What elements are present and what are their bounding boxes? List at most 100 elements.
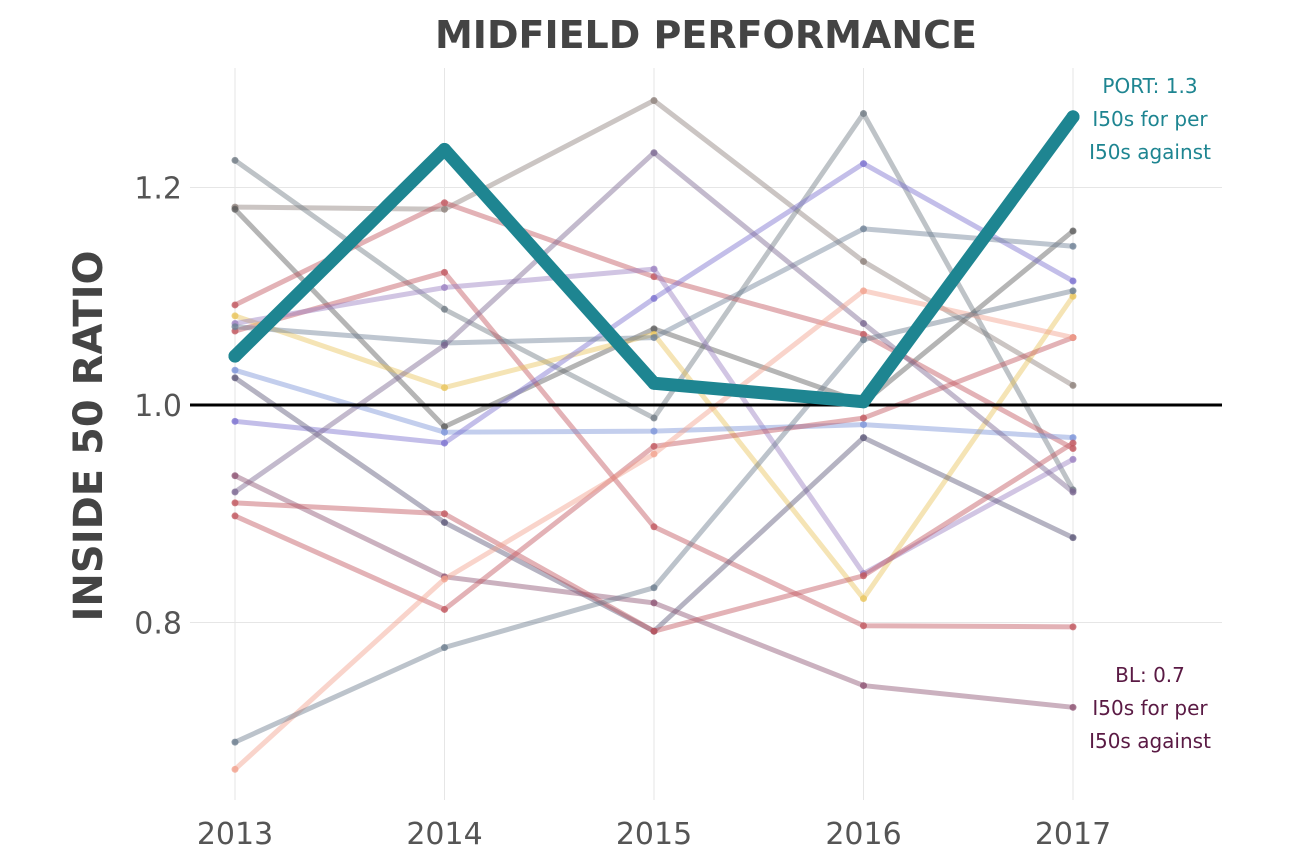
- series-2-point-2016: [860, 110, 867, 118]
- series-17: [231, 287, 1077, 746]
- x-tick-2015: 2015: [616, 817, 692, 852]
- annotation-2-line-2: I50s for per: [1092, 696, 1208, 720]
- series-12: [231, 149, 1077, 496]
- series-11-point-2014: [441, 518, 448, 526]
- x-tick-2016: 2016: [825, 817, 901, 852]
- y-tick-1.0: 1.0: [134, 389, 182, 424]
- series-12-point-2013: [231, 488, 239, 496]
- series-6-point-2016: [860, 595, 867, 603]
- series-8-point-2017: [1069, 434, 1077, 442]
- series-10-point-2017: [1069, 242, 1077, 250]
- series-10-point-2015: [650, 334, 658, 342]
- series-3-point-2013: [231, 205, 239, 213]
- series-14-point-2015: [650, 627, 658, 635]
- series-1-point-2016: [860, 257, 867, 265]
- annotation-1-line-3: I50s against: [1089, 140, 1211, 164]
- series-4-point-2017: [1069, 445, 1077, 452]
- series-3-point-2015: [650, 325, 658, 333]
- series-6-point-2017: [1069, 292, 1077, 300]
- series-10-point-2013: [231, 323, 239, 331]
- series-8-point-2016: [860, 421, 867, 429]
- series-13-point-2016: [860, 682, 867, 690]
- series-7-point-2014: [441, 284, 448, 292]
- series-7-point-2015: [650, 265, 658, 273]
- highlight-layer: [228, 110, 1080, 409]
- y-tick-1.2: 1.2: [134, 172, 182, 207]
- highlight-point-2015: [647, 376, 661, 390]
- highlight-point-2014: [438, 142, 451, 156]
- series-11-point-2013: [231, 374, 239, 382]
- chart-title: MIDFIELD PERFORMANCE: [435, 13, 977, 57]
- series-13: [231, 472, 1077, 711]
- series-3-point-2017: [1069, 227, 1077, 235]
- annotation-2: BL: 0.7 I50s for per I50s against: [1089, 663, 1211, 753]
- x-tick-labels: 2013 2014 2015 2016 2017: [197, 817, 1111, 852]
- series-9-point-2015: [650, 294, 658, 302]
- series-4-point-2015: [650, 273, 658, 281]
- series-1-point-2014: [441, 205, 448, 213]
- series-4-point-2013: [231, 301, 239, 309]
- series-8-point-2015: [650, 427, 658, 435]
- series-9-point-2016: [860, 160, 867, 168]
- highlight-point-2017: [1066, 110, 1080, 124]
- series-4-point-2014: [441, 199, 448, 207]
- series-1-point-2015: [650, 97, 658, 104]
- series-2-point-2015: [650, 414, 658, 422]
- series-layer: [231, 97, 1077, 773]
- series-6-point-2014: [441, 384, 448, 392]
- series-16-point-2016: [860, 287, 867, 295]
- series-15-point-2013: [231, 512, 239, 520]
- annotation-1-line-2: I50s for per: [1092, 107, 1208, 131]
- annotation-1-line-1: PORT: 1.3: [1102, 74, 1197, 98]
- series-8-point-2014: [441, 428, 448, 436]
- series-17-point-2016: [860, 336, 867, 344]
- series-1-point-2017: [1069, 381, 1077, 389]
- series-15-point-2015: [650, 442, 658, 450]
- series-11-point-2016: [860, 434, 867, 442]
- series-6-point-2013: [231, 312, 239, 320]
- series-16-point-2017: [1069, 334, 1077, 342]
- series-13-point-2015: [650, 599, 658, 607]
- series-17-point-2015: [650, 584, 658, 592]
- y-tick-0.8: 0.8: [134, 607, 182, 642]
- series-4-point-2016: [860, 330, 867, 338]
- series-12-point-2016: [860, 319, 867, 327]
- series-9-point-2014: [441, 439, 448, 447]
- series-9-point-2017: [1069, 277, 1077, 285]
- series-11-point-2017: [1069, 534, 1077, 542]
- annotation-2-line-3: I50s against: [1089, 729, 1211, 753]
- series-13-point-2017: [1069, 703, 1077, 711]
- series-14: [231, 439, 1077, 635]
- series-15-point-2016: [860, 414, 867, 422]
- x-tick-2017: 2017: [1035, 817, 1111, 852]
- x-tick-2013: 2013: [197, 817, 273, 852]
- annotation-1: PORT: 1.3 I50s for per I50s against: [1089, 74, 1211, 164]
- series-5-point-2017: [1069, 623, 1077, 631]
- series-12-point-2014: [441, 341, 448, 349]
- highlight-point-2013: [228, 349, 242, 363]
- series-14-point-2014: [441, 510, 448, 518]
- series-10-point-2016: [860, 225, 867, 233]
- series-14-point-2016: [860, 572, 867, 580]
- series-9: [231, 160, 1077, 447]
- highlight-point-2016: [857, 395, 870, 409]
- series-4: [231, 199, 1077, 452]
- y-axis-label: INSIDE 50 RATIO: [66, 251, 112, 622]
- series-8: [231, 366, 1077, 442]
- series-7-point-2017: [1069, 455, 1077, 463]
- series-17-point-2017: [1069, 287, 1077, 295]
- series-14-point-2013: [231, 499, 239, 507]
- series-17-point-2013: [231, 738, 239, 746]
- series-9-point-2013: [231, 417, 239, 425]
- series-5-point-2016: [860, 622, 867, 630]
- series-16-point-2013: [231, 765, 239, 773]
- series-17-point-2014: [441, 644, 448, 652]
- x-tick-2014: 2014: [406, 817, 482, 852]
- series-12-point-2017: [1069, 488, 1077, 496]
- series-16-point-2014: [441, 575, 448, 583]
- series-2-point-2014: [441, 305, 448, 313]
- series-3-point-2014: [441, 423, 448, 431]
- series-12-point-2015: [650, 149, 658, 157]
